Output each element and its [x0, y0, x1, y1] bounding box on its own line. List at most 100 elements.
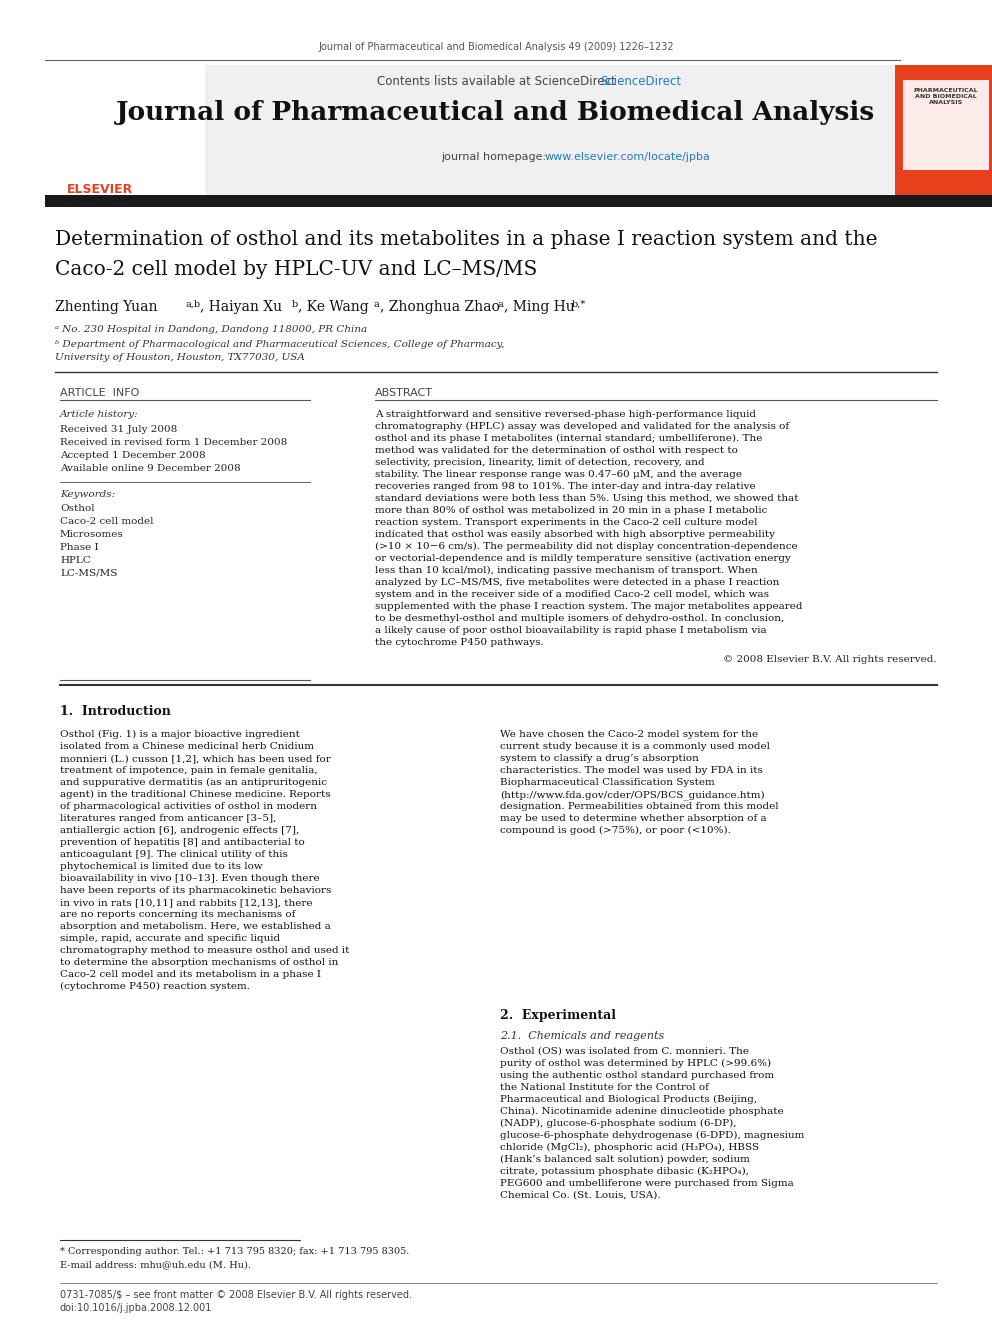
Text: PHARMACEUTICAL
AND BIOMEDICAL
ANALYSIS: PHARMACEUTICAL AND BIOMEDICAL ANALYSIS [914, 89, 978, 105]
Text: designation. Permeabilities obtained from this model: designation. Permeabilities obtained fro… [500, 802, 779, 811]
Text: , Zhonghua Zhao: , Zhonghua Zhao [380, 300, 500, 314]
Text: monnieri (L.) cusson [1,2], which has been used for: monnieri (L.) cusson [1,2], which has be… [60, 754, 330, 763]
Text: system and in the receiver side of a modified Caco-2 cell model, which was: system and in the receiver side of a mod… [375, 590, 769, 599]
Text: Accepted 1 December 2008: Accepted 1 December 2008 [60, 451, 205, 460]
Text: Biopharmaceutical Classification System: Biopharmaceutical Classification System [500, 778, 715, 787]
Text: Keywords:: Keywords: [60, 490, 115, 499]
Text: treatment of impotence, pain in female genitalia,: treatment of impotence, pain in female g… [60, 766, 317, 775]
Text: a likely cause of poor osthol bioavailability is rapid phase I metabolism via: a likely cause of poor osthol bioavailab… [375, 626, 767, 635]
Text: © 2008 Elsevier B.V. All rights reserved.: © 2008 Elsevier B.V. All rights reserved… [723, 655, 937, 664]
Text: osthol and its phase I metabolites (internal standard; umbelliferone). The: osthol and its phase I metabolites (inte… [375, 434, 763, 443]
Text: HPLC: HPLC [60, 556, 90, 565]
Text: antiallergic action [6], androgenic effects [7],: antiallergic action [6], androgenic effe… [60, 826, 300, 835]
Text: chromatography (HPLC) assay was developed and validated for the analysis of: chromatography (HPLC) assay was develope… [375, 422, 789, 431]
Text: standard deviations were both less than 5%. Using this method, we showed that: standard deviations were both less than … [375, 493, 799, 503]
Text: characteristics. The model was used by FDA in its: characteristics. The model was used by F… [500, 766, 763, 775]
Text: Received in revised form 1 December 2008: Received in revised form 1 December 2008 [60, 438, 288, 447]
Text: Available online 9 December 2008: Available online 9 December 2008 [60, 464, 241, 474]
Text: less than 10 kcal/mol), indicating passive mechanism of transport. When: less than 10 kcal/mol), indicating passi… [375, 566, 758, 576]
Text: Caco-2 cell model by HPLC-UV and LC–MS/MS: Caco-2 cell model by HPLC-UV and LC–MS/M… [55, 261, 538, 279]
Text: We have chosen the Caco-2 model system for the: We have chosen the Caco-2 model system f… [500, 730, 758, 740]
Text: 0731-7085/$ – see front matter © 2008 Elsevier B.V. All rights reserved.: 0731-7085/$ – see front matter © 2008 El… [60, 1290, 412, 1301]
Text: 1.  Introduction: 1. Introduction [60, 705, 171, 718]
Text: the National Institute for the Control of: the National Institute for the Control o… [500, 1084, 709, 1091]
Text: ABSTRACT: ABSTRACT [375, 388, 433, 398]
Text: isolated from a Chinese medicinal herb Cnidium: isolated from a Chinese medicinal herb C… [60, 742, 314, 751]
Text: analyzed by LC–MS/MS, five metabolites were detected in a phase I reaction: analyzed by LC–MS/MS, five metabolites w… [375, 578, 780, 587]
Text: to determine the absorption mechanisms of osthol in: to determine the absorption mechanisms o… [60, 958, 338, 967]
Text: in vivo in rats [10,11] and rabbits [12,13], there: in vivo in rats [10,11] and rabbits [12,… [60, 898, 312, 908]
Text: doi:10.1016/j.jpba.2008.12.001: doi:10.1016/j.jpba.2008.12.001 [60, 1303, 212, 1312]
Text: Article history:: Article history: [60, 410, 139, 419]
Text: and suppurative dermatitis (as an antipruritogenic: and suppurative dermatitis (as an antipr… [60, 778, 327, 787]
Text: indicated that osthol was easily absorbed with high absorptive permeability: indicated that osthol was easily absorbe… [375, 531, 775, 538]
Text: recoveries ranged from 98 to 101%. The inter-day and intra-day relative: recoveries ranged from 98 to 101%. The i… [375, 482, 756, 491]
Text: * Corresponding author. Tel.: +1 713 795 8320; fax: +1 713 795 8305.: * Corresponding author. Tel.: +1 713 795… [60, 1248, 410, 1256]
Text: purity of osthol was determined by HPLC (>99.6%): purity of osthol was determined by HPLC … [500, 1058, 771, 1068]
Text: PEG600 and umbelliferone were purchased from Sigma: PEG600 and umbelliferone were purchased … [500, 1179, 794, 1188]
Text: using the authentic osthol standard purchased from: using the authentic osthol standard purc… [500, 1072, 774, 1080]
Text: chloride (MgCl₂), phosphoric acid (H₃PO₄), HBSS: chloride (MgCl₂), phosphoric acid (H₃PO₄… [500, 1143, 759, 1152]
Text: LC-MS/MS: LC-MS/MS [60, 569, 117, 578]
Text: Osthol: Osthol [60, 504, 94, 513]
Text: agent) in the traditional Chinese medicine. Reports: agent) in the traditional Chinese medici… [60, 790, 330, 799]
Text: journal homepage:: journal homepage: [441, 152, 551, 161]
Text: stability. The linear response range was 0.47–60 μM, and the average: stability. The linear response range was… [375, 470, 742, 479]
Text: a,b: a,b [185, 300, 200, 310]
Text: or vectorial-dependence and is mildly temperature sensitive (activation energy: or vectorial-dependence and is mildly te… [375, 554, 791, 564]
Text: selectivity, precision, linearity, limit of detection, recovery, and: selectivity, precision, linearity, limit… [375, 458, 704, 467]
Bar [45, 65, 205, 194]
Bar [903, 79, 989, 169]
Text: may be used to determine whether absorption of a: may be used to determine whether absorpt… [500, 814, 767, 823]
Text: ARTICLE  INFO: ARTICLE INFO [60, 388, 139, 398]
Text: E-mail address: mhu@uh.edu (M. Hu).: E-mail address: mhu@uh.edu (M. Hu). [60, 1259, 251, 1269]
Bar [45, 65, 900, 194]
Text: (http://www.fda.gov/cder/OPS/BCS_guidance.htm): (http://www.fda.gov/cder/OPS/BCS_guidanc… [500, 790, 765, 800]
Text: Caco-2 cell model: Caco-2 cell model [60, 517, 154, 527]
Text: Contents lists available at ScienceDirect: Contents lists available at ScienceDirec… [377, 75, 615, 89]
Text: system to classify a drug’s absorption: system to classify a drug’s absorption [500, 754, 699, 763]
Text: ELSEVIER: ELSEVIER [66, 183, 133, 196]
Text: Journal of Pharmaceutical and Biomedical Analysis: Journal of Pharmaceutical and Biomedical… [116, 101, 876, 124]
Text: prevention of hepatitis [8] and antibacterial to: prevention of hepatitis [8] and antibact… [60, 837, 305, 847]
Text: (>10 × 10−6 cm/s). The permeability did not display concentration-dependence: (>10 × 10−6 cm/s). The permeability did … [375, 542, 798, 552]
Text: the cytochrome P450 pathways.: the cytochrome P450 pathways. [375, 638, 544, 647]
Bar [45, 194, 992, 206]
Text: (Hank’s balanced salt solution) powder, sodium: (Hank’s balanced salt solution) powder, … [500, 1155, 750, 1164]
Bar [895, 65, 992, 194]
Text: Osthol (Fig. 1) is a major bioactive ingredient: Osthol (Fig. 1) is a major bioactive ing… [60, 730, 300, 740]
Text: 2.1.  Chemicals and reagents: 2.1. Chemicals and reagents [500, 1031, 665, 1041]
Text: have been reports of its pharmacokinetic behaviors: have been reports of its pharmacokinetic… [60, 886, 331, 894]
Text: of pharmacological activities of osthol in modern: of pharmacological activities of osthol … [60, 802, 317, 811]
Text: ᵃ No. 230 Hospital in Dandong, Dandong 118000, PR China: ᵃ No. 230 Hospital in Dandong, Dandong 1… [55, 325, 367, 333]
Text: , Ke Wang: , Ke Wang [298, 300, 369, 314]
Text: Microsomes: Microsomes [60, 531, 124, 538]
Text: , Haiyan Xu: , Haiyan Xu [200, 300, 282, 314]
Text: www.elsevier.com/locate/jpba: www.elsevier.com/locate/jpba [545, 152, 711, 161]
Text: glucose-6-phosphate dehydrogenase (6-DPD), magnesium: glucose-6-phosphate dehydrogenase (6-DPD… [500, 1131, 805, 1140]
Text: more than 80% of osthol was metabolized in 20 min in a phase I metabolic: more than 80% of osthol was metabolized … [375, 505, 768, 515]
Text: phytochemical is limited due to its low: phytochemical is limited due to its low [60, 863, 263, 871]
Text: 2.  Experimental: 2. Experimental [500, 1009, 616, 1021]
Text: Phase I: Phase I [60, 542, 98, 552]
Text: are no reports concerning its mechanisms of: are no reports concerning its mechanisms… [60, 910, 296, 919]
Text: bioavailability in vivo [10–13]. Even though there: bioavailability in vivo [10–13]. Even th… [60, 875, 319, 882]
Text: ScienceDirect: ScienceDirect [600, 75, 682, 89]
Text: Pharmaceutical and Biological Products (Beijing,: Pharmaceutical and Biological Products (… [500, 1095, 757, 1105]
Text: Zhenting Yuan: Zhenting Yuan [55, 300, 158, 314]
Text: (cytochrome P450) reaction system.: (cytochrome P450) reaction system. [60, 982, 250, 991]
Text: anticoagulant [9]. The clinical utility of this: anticoagulant [9]. The clinical utility … [60, 849, 288, 859]
Text: a: a [498, 300, 504, 310]
Text: Journal of Pharmaceutical and Biomedical Analysis 49 (2009) 1226–1232: Journal of Pharmaceutical and Biomedical… [318, 42, 674, 52]
Text: compound is good (>75%), or poor (<10%).: compound is good (>75%), or poor (<10%). [500, 826, 731, 835]
Text: Determination of osthol and its metabolites in a phase I reaction system and the: Determination of osthol and its metaboli… [55, 230, 878, 249]
Text: reaction system. Transport experiments in the Caco-2 cell culture model: reaction system. Transport experiments i… [375, 519, 758, 527]
Text: to be desmethyl-osthol and multiple isomers of dehydro-osthol. In conclusion,: to be desmethyl-osthol and multiple isom… [375, 614, 785, 623]
Text: , Ming Hu: , Ming Hu [504, 300, 574, 314]
Text: supplemented with the phase I reaction system. The major metabolites appeared: supplemented with the phase I reaction s… [375, 602, 803, 611]
Text: University of Houston, Houston, TX77030, USA: University of Houston, Houston, TX77030,… [55, 353, 305, 363]
Text: chromatography method to measure osthol and used it: chromatography method to measure osthol … [60, 946, 349, 955]
Text: simple, rapid, accurate and specific liquid: simple, rapid, accurate and specific liq… [60, 934, 280, 943]
Text: citrate, potassium phosphate dibasic (K₂HPO₄),: citrate, potassium phosphate dibasic (K₂… [500, 1167, 749, 1176]
Text: A straightforward and sensitive reversed-phase high-performance liquid: A straightforward and sensitive reversed… [375, 410, 756, 419]
